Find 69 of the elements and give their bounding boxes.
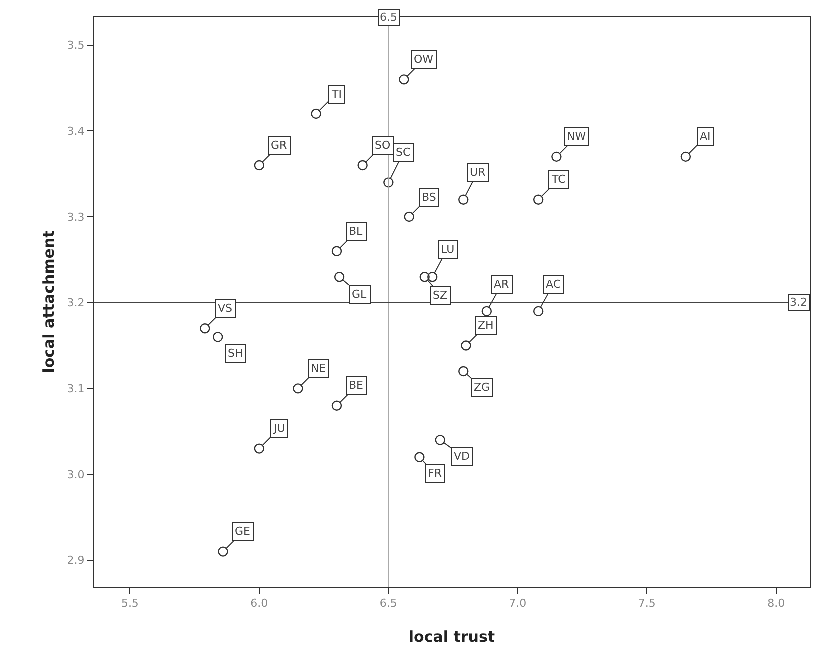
x-tick-label: 7.5 [638,597,656,610]
point [458,366,469,377]
point [384,178,394,188]
point [334,272,345,282]
point [212,332,224,342]
y-tick-label: 3.1 [67,382,85,396]
annotation: TI [331,88,342,101]
annotation: BS [422,191,436,204]
point [200,324,210,334]
point [218,546,228,557]
annotation: SO [375,139,391,152]
annotation: SH [228,347,244,360]
x-tick-label: 8.0 [768,597,786,610]
point [420,272,430,282]
ref-line-label: 6.5 [380,11,398,24]
annotation: GR [271,139,288,152]
y-tick-label: 3.3 [67,210,85,224]
annotation: BL [349,225,364,238]
annotation: AR [494,278,510,291]
point [293,384,304,394]
y-axis-title: local attachment [40,230,58,374]
annotation: JU [273,422,286,435]
annotation: VS [218,302,233,315]
point [458,194,469,205]
annotation: UR [470,166,486,179]
x-tick-label: 6.0 [250,597,268,610]
annotation: GE [235,525,251,538]
point [404,212,414,222]
annotation: ZH [478,319,494,332]
annotation: ZG [474,381,490,394]
point [332,400,342,411]
point [533,194,544,205]
x-tick-label: 7.0 [509,597,527,610]
annotation: GL [352,288,368,301]
point [254,444,265,454]
annotation: AI [700,130,711,143]
point [254,160,265,171]
point [435,435,446,446]
point [461,340,472,351]
annotation: AC [546,278,562,291]
point [311,108,322,120]
y-tick-label: 2.9 [67,554,85,568]
annotation: LU [441,243,455,256]
point [482,306,492,317]
x-tick-label: 6.5 [380,597,398,610]
point [428,272,438,282]
annotation: NE [311,362,326,375]
annotation: FR [428,467,442,480]
point [399,74,410,85]
annotation: NW [567,130,586,143]
annotation: BE [349,379,364,392]
point [533,306,544,317]
annotation: OW [414,53,434,66]
annotation: TC [551,173,566,186]
y-tick-label: 3.4 [67,125,85,138]
y-tick-label: 3.2 [67,296,85,310]
annotation: SC [396,146,411,159]
point [332,246,342,256]
annotation: VD [454,450,470,463]
point [680,152,692,162]
annotation: SZ [433,289,448,302]
ref-line-label: 3.2 [790,296,808,309]
point [358,160,368,171]
y-tick-label: 3.5 [67,39,85,52]
x-tick-label: 5.5 [121,597,139,610]
y-tick-label: 3.0 [67,468,85,482]
x-axis-title: local trust [408,628,496,646]
point [552,152,562,162]
point [414,452,425,462]
